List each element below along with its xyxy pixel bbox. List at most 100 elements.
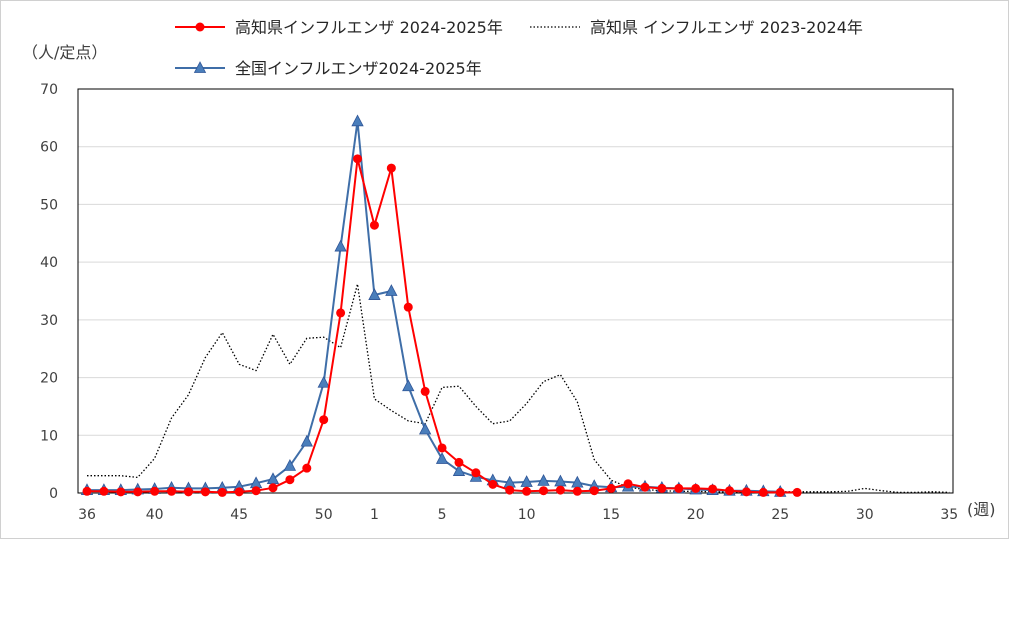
data-point <box>555 485 565 495</box>
data-point <box>505 485 515 495</box>
data-point <box>420 386 430 396</box>
y-tick-label: 0 <box>49 486 58 502</box>
data-point <box>623 479 633 489</box>
data-point <box>217 487 227 497</box>
data-point <box>300 434 313 447</box>
y-axis-label: （人/定点） <box>22 43 107 62</box>
series-1 <box>82 154 802 497</box>
series-3 <box>80 114 787 497</box>
x-tick-label: 1 <box>370 507 379 523</box>
series-line <box>87 157 798 494</box>
data-point <box>725 486 735 496</box>
data-point <box>200 487 210 497</box>
data-point <box>368 288 381 300</box>
y-axis-ticks: 0 10 20 30 40 50 60 70 <box>40 82 58 502</box>
data-point <box>251 486 261 496</box>
data-point <box>435 452 449 464</box>
x-tick-label: 50 <box>315 507 333 523</box>
data-point <box>437 443 447 453</box>
x-axis-label: (週) <box>967 500 996 519</box>
x-axis-ticks: 36 40 45 50 1 5 10 15 20 25 30 35 <box>78 507 958 523</box>
data-point <box>758 487 768 497</box>
data-point <box>351 114 364 127</box>
x-tick-label: 45 <box>230 507 248 523</box>
data-point <box>385 284 398 296</box>
x-tick-label: 36 <box>78 507 96 523</box>
y-tick-label: 60 <box>40 140 58 156</box>
y-tick-label: 50 <box>40 197 58 213</box>
legend-label: 高知県インフルエンザ 2024-2025年 <box>235 18 503 37</box>
data-point <box>522 486 532 496</box>
data-point <box>674 483 684 493</box>
data-point <box>452 464 466 476</box>
data-point <box>572 486 582 496</box>
x-tick-label: 25 <box>771 507 789 523</box>
data-point <box>589 486 599 496</box>
series-line <box>87 283 950 494</box>
y-tick-label: 10 <box>40 428 58 444</box>
data-point <box>334 239 347 252</box>
data-point <box>386 163 396 173</box>
series-2 <box>87 283 950 494</box>
data-point <box>708 484 718 494</box>
data-point <box>537 474 550 486</box>
data-point <box>471 468 481 478</box>
data-point <box>792 487 802 497</box>
x-tick-label: 30 <box>856 507 874 523</box>
data-point <box>419 422 432 435</box>
series-layer <box>80 114 950 497</box>
data-point <box>133 487 143 497</box>
chart-frame <box>0 0 1009 539</box>
data-point <box>520 475 533 487</box>
data-point <box>167 486 177 496</box>
data-point <box>691 483 701 493</box>
data-point <box>99 486 109 496</box>
data-point <box>336 308 346 318</box>
legend-label: 高知県 インフルエンザ 2023-2024年 <box>590 18 863 37</box>
plot-area-border <box>77 88 954 494</box>
data-point <box>775 487 785 497</box>
legend-marker <box>193 61 207 73</box>
x-tick-label: 40 <box>146 507 164 523</box>
legend-item-2: 高知県 インフルエンザ 2023-2024年 <box>530 18 863 37</box>
x-tick-label: 15 <box>602 507 620 523</box>
data-point <box>640 482 650 492</box>
y-tick-label: 40 <box>40 255 58 271</box>
data-point <box>283 459 297 471</box>
data-point <box>302 463 312 473</box>
data-point <box>606 483 616 493</box>
data-point <box>353 154 363 164</box>
x-tick-label: 35 <box>940 507 958 523</box>
gridlines <box>78 146 953 436</box>
legend-item-3: 全国インフルエンザ2024-2025年 <box>175 59 482 78</box>
y-tick-label: 70 <box>40 82 58 98</box>
legend: 高知県インフルエンザ 2024-2025年 高知県 インフルエンザ 2023-20… <box>175 18 863 78</box>
data-point <box>454 457 464 467</box>
data-point <box>657 483 667 493</box>
data-point <box>266 472 280 485</box>
legend-marker <box>195 22 205 32</box>
data-point <box>402 379 415 392</box>
x-tick-label: 10 <box>518 507 536 523</box>
data-point <box>369 220 379 230</box>
data-point <box>488 479 498 489</box>
y-tick-label: 30 <box>40 313 58 329</box>
y-tick-label: 20 <box>40 371 58 387</box>
legend-item-1: 高知県インフルエンザ 2024-2025年 <box>175 18 503 37</box>
data-point <box>539 486 549 496</box>
data-point <box>183 487 193 497</box>
data-point <box>285 475 295 485</box>
data-point <box>268 483 278 493</box>
data-point <box>82 486 92 496</box>
data-point <box>403 302 413 312</box>
x-tick-label: 5 <box>438 507 447 523</box>
data-point <box>234 487 244 497</box>
data-point <box>319 415 329 425</box>
x-tick-label: 20 <box>687 507 705 523</box>
data-point <box>150 486 160 496</box>
series-line <box>87 120 781 493</box>
data-point <box>317 375 330 388</box>
data-point <box>741 487 751 497</box>
legend-label: 全国インフルエンザ2024-2025年 <box>235 59 482 78</box>
